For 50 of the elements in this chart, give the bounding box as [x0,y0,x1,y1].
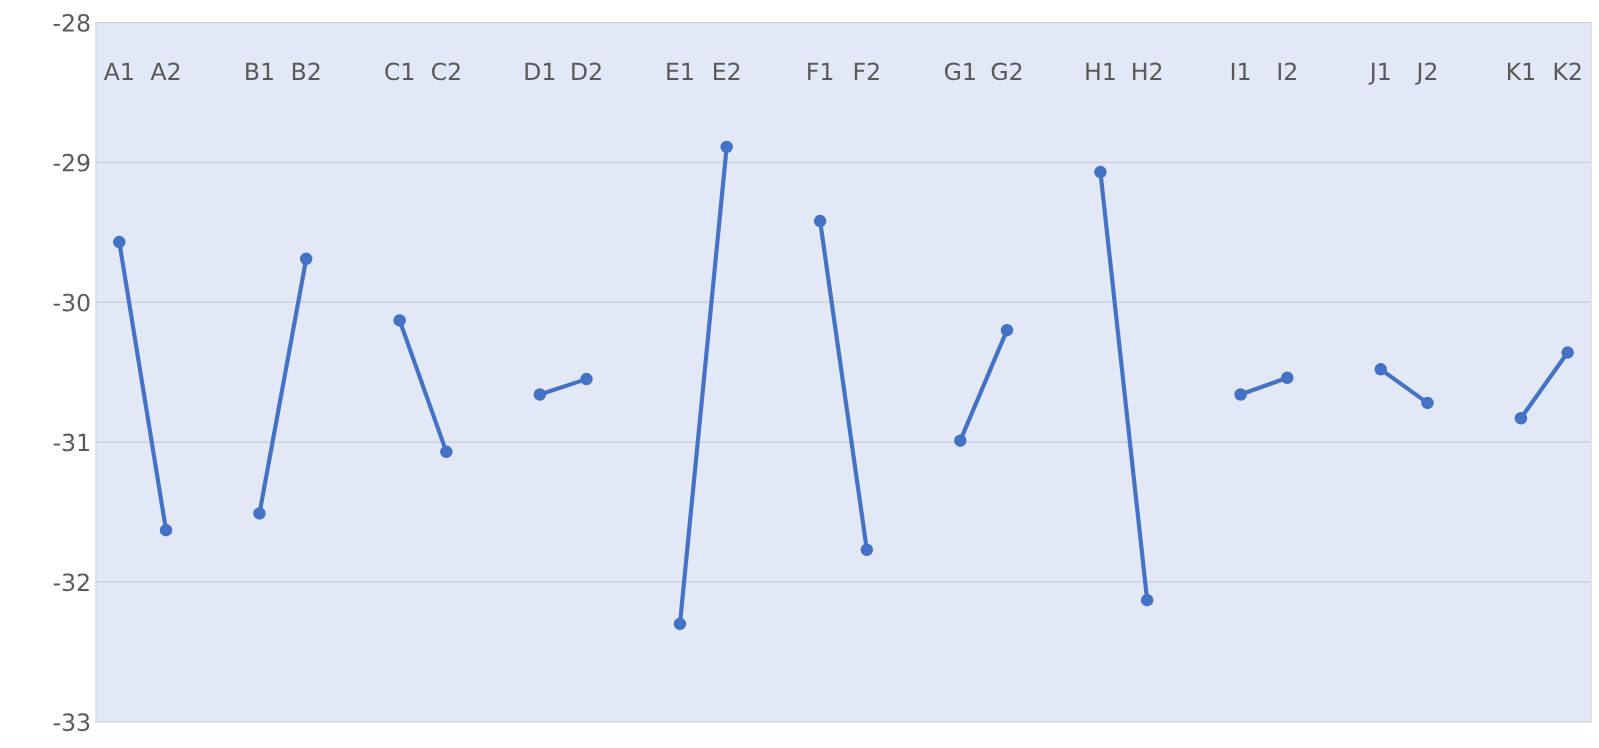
x-tick-label: D2 [572,62,601,81]
point [673,617,687,631]
x-tick-label: G2 [991,62,1022,81]
point [113,235,126,249]
x-tick-label: H2 [1133,62,1162,81]
x-tick-label: B1 [246,62,273,81]
x-tick-label: B2 [292,62,320,81]
y-tick-label: -30 [53,293,90,312]
x-tick-label: F2 [854,62,879,81]
x-tick-label: E1 [667,62,693,81]
point [1140,593,1154,607]
x-tick-label: E2 [714,62,740,81]
point [440,445,453,459]
x-tick-label: H1 [1086,62,1115,81]
point [1561,346,1574,359]
y-tick-label: -31 [53,433,89,452]
point [159,523,173,537]
point [720,140,733,154]
x-tick-label: K1 [1507,62,1534,81]
x-tick-label: C2 [431,62,460,81]
x-tick-label: I1 [1231,62,1250,81]
point [954,434,967,447]
point [533,388,547,401]
point [1374,363,1388,376]
point [1000,323,1014,337]
x-tick-label: D1 [525,62,555,81]
x-tick-label: A1 [103,62,133,81]
point [860,543,874,557]
point [1514,412,1528,425]
x-tick-label: C1 [385,62,414,81]
x-tick-label: I2 [1278,62,1296,81]
point [299,252,313,266]
x-tick-label: G1 [944,62,975,81]
x-tick-label: J2 [1415,62,1437,85]
y-tick-label: -28 [53,13,90,32]
x-tick-label: F1 [808,62,833,81]
point [1234,388,1247,401]
point [1281,371,1294,384]
x-tick-label: K2 [1554,62,1581,81]
x-tick-label: A2 [150,62,180,81]
point [1421,396,1434,410]
point [393,314,406,327]
point [580,372,593,386]
point [253,507,266,520]
point [813,214,827,228]
y-tick-label: -29 [53,153,90,172]
y-tick-label: -33 [53,713,90,732]
y-tick-label: -32 [53,573,89,592]
point [1094,165,1107,179]
x-tick-label: J1 [1368,62,1390,85]
